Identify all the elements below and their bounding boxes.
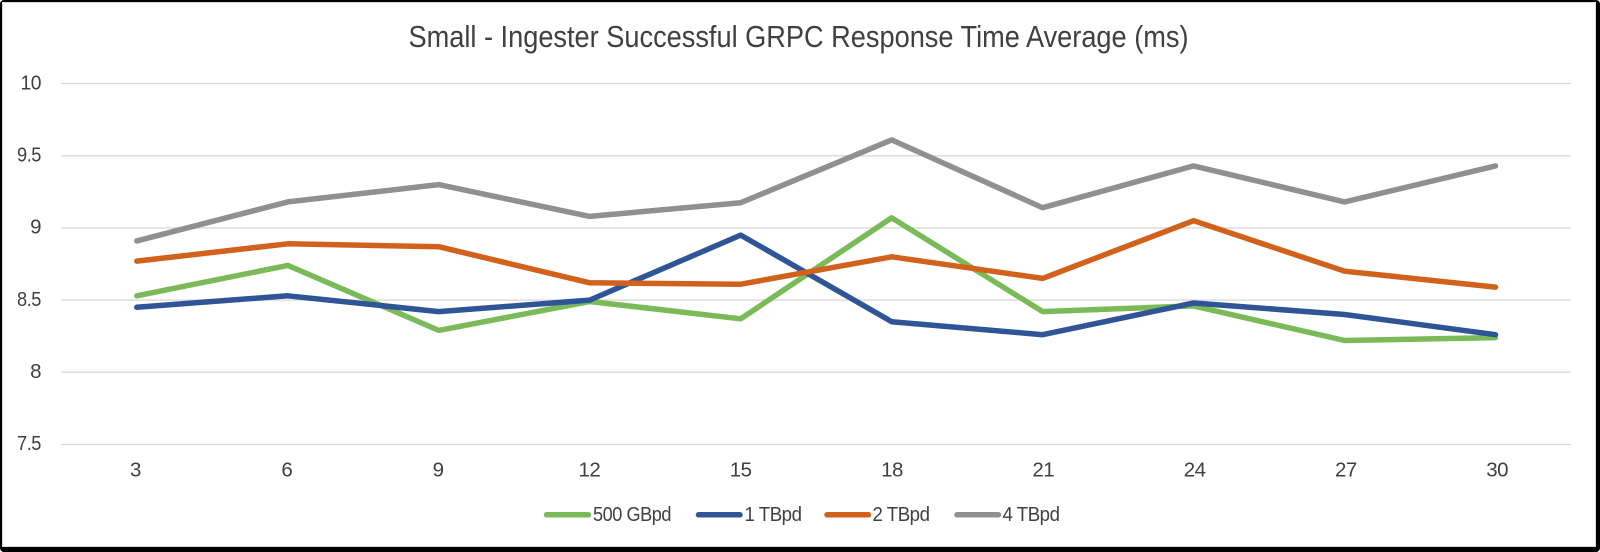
svg-text:10: 10 [21, 71, 42, 94]
svg-text:15: 15 [730, 459, 752, 482]
svg-text:21: 21 [1032, 459, 1054, 482]
svg-text:18: 18 [881, 459, 903, 482]
svg-text:1 TBpd: 1 TBpd [745, 503, 802, 526]
svg-text:Small - Ingester Successful GR: Small - Ingester Successful GRPC Respons… [409, 19, 1189, 54]
svg-text:4 TBpd: 4 TBpd [1003, 503, 1060, 526]
svg-text:9: 9 [433, 459, 444, 482]
svg-text:8.5: 8.5 [17, 288, 41, 311]
svg-text:9.5: 9.5 [17, 144, 41, 167]
svg-text:3: 3 [130, 459, 141, 482]
svg-text:500 GBpd: 500 GBpd [593, 503, 671, 526]
svg-text:6: 6 [281, 459, 292, 482]
svg-text:8: 8 [30, 360, 41, 383]
svg-text:24: 24 [1184, 459, 1206, 482]
svg-text:9: 9 [30, 216, 41, 239]
svg-text:27: 27 [1335, 459, 1357, 482]
svg-text:2 TBpd: 2 TBpd [873, 503, 930, 526]
svg-text:7.5: 7.5 [17, 432, 41, 455]
svg-text:12: 12 [578, 459, 600, 482]
svg-text:30: 30 [1486, 459, 1508, 482]
